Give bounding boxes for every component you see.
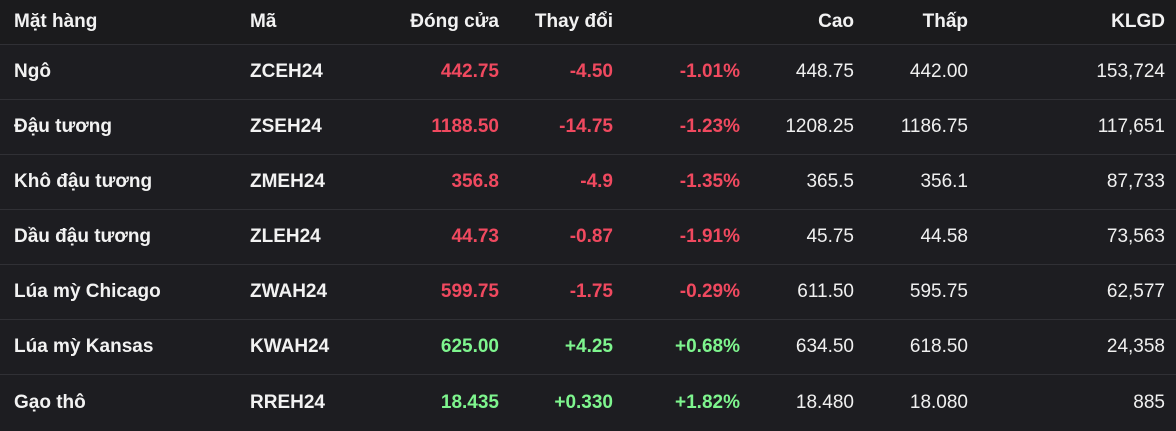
commodity-name[interactable]: Lúa mỳ Chicago: [14, 281, 161, 302]
low-price: 1186.75: [900, 116, 968, 137]
trading-volume: 117,651: [1097, 116, 1165, 137]
commodity-name[interactable]: Dầu đậu tương: [14, 226, 152, 247]
low-price: 18.080: [909, 391, 968, 413]
price-change: -4.50: [569, 61, 613, 82]
table-row[interactable]: Khô đậu tương ZMEH24 356.8 -4.9 -1.35% 3…: [0, 155, 1176, 210]
close-price: 1188.50: [431, 116, 499, 137]
high-price: 45.75: [806, 226, 854, 247]
close-price: 44.73: [451, 226, 499, 247]
table-row[interactable]: Lúa mỳ Kansas KWAH24 625.00 +4.25 +0.68%…: [0, 320, 1176, 375]
percent-change: +0.68%: [675, 336, 740, 357]
high-price: 448.75: [795, 61, 854, 82]
commodity-code[interactable]: KWAH24: [250, 336, 330, 357]
column-header-high[interactable]: Cao: [818, 11, 854, 32]
table-row[interactable]: Đậu tương ZSEH24 1188.50 -14.75 -1.23% 1…: [0, 100, 1176, 155]
price-change: +0.330: [554, 391, 613, 413]
high-price: 18.480: [795, 391, 854, 413]
column-header-name[interactable]: Mặt hàng: [14, 11, 98, 32]
price-change: -1.75: [569, 281, 613, 302]
price-change: -0.87: [569, 226, 613, 247]
commodity-code[interactable]: ZMEH24: [250, 171, 325, 192]
commodity-name[interactable]: Lúa mỳ Kansas: [14, 336, 154, 357]
low-price: 356.1: [920, 171, 968, 192]
price-change: -14.75: [559, 116, 613, 137]
high-price: 1208.25: [785, 116, 854, 137]
commodity-code[interactable]: RREH24: [250, 391, 325, 413]
table-row[interactable]: Gạo thô RREH24 18.435 +0.330 +1.82% 18.4…: [0, 375, 1176, 430]
close-price: 442.75: [440, 61, 499, 82]
commodity-name[interactable]: Khô đậu tương: [14, 171, 153, 192]
commodity-code[interactable]: ZLEH24: [250, 226, 321, 247]
commodity-code[interactable]: ZSEH24: [250, 116, 322, 137]
commodity-name[interactable]: Gạo thô: [14, 391, 86, 413]
percent-change: -1.91%: [679, 226, 740, 247]
trading-volume: 153,724: [1096, 61, 1165, 82]
commodity-name[interactable]: Ngô: [14, 61, 51, 82]
low-price: 44.58: [920, 226, 968, 247]
price-change: -4.9: [580, 171, 613, 192]
percent-change: -0.29%: [679, 281, 740, 302]
table-row[interactable]: Dầu đậu tương ZLEH24 44.73 -0.87 -1.91% …: [0, 210, 1176, 265]
low-price: 595.75: [909, 281, 968, 302]
trading-volume: 73,563: [1106, 226, 1165, 247]
commodity-name[interactable]: Đậu tương: [14, 116, 112, 137]
table-row[interactable]: Lúa mỳ Chicago ZWAH24 599.75 -1.75 -0.29…: [0, 265, 1176, 320]
column-header-volume[interactable]: KLGD: [1111, 11, 1165, 32]
trading-volume: 87,733: [1106, 171, 1165, 192]
low-price: 442.00: [909, 61, 968, 82]
close-price: 625.00: [440, 336, 499, 357]
column-header-change[interactable]: Thay đổi: [534, 11, 613, 32]
close-price: 18.435: [440, 391, 499, 413]
column-header-low[interactable]: Thấp: [922, 11, 968, 32]
percent-change: -1.23%: [679, 116, 740, 137]
price-change: +4.25: [564, 336, 613, 357]
commodity-code[interactable]: ZCEH24: [250, 61, 323, 82]
percent-change: -1.35%: [679, 171, 740, 192]
close-price: 356.8: [451, 171, 499, 192]
trading-volume: 24,358: [1106, 336, 1165, 357]
column-header-code[interactable]: Mã: [250, 11, 277, 32]
percent-change: +1.82%: [675, 391, 740, 413]
low-price: 618.50: [909, 336, 968, 357]
commodity-code[interactable]: ZWAH24: [250, 281, 328, 302]
table-row[interactable]: Ngô ZCEH24 442.75 -4.50 -1.01% 448.75 44…: [0, 45, 1176, 100]
high-price: 365.5: [806, 171, 854, 192]
trading-volume: 62,577: [1106, 281, 1165, 302]
close-price: 599.75: [440, 281, 499, 302]
high-price: 634.50: [795, 336, 854, 357]
percent-change: -1.01%: [679, 61, 740, 82]
trading-volume: 885: [1133, 391, 1165, 413]
table-header-row: Mặt hàng Mã Đóng cửa Thay đổi Cao Thấp K…: [0, 0, 1176, 45]
column-header-close[interactable]: Đóng cửa: [410, 11, 499, 32]
high-price: 611.50: [797, 281, 854, 302]
